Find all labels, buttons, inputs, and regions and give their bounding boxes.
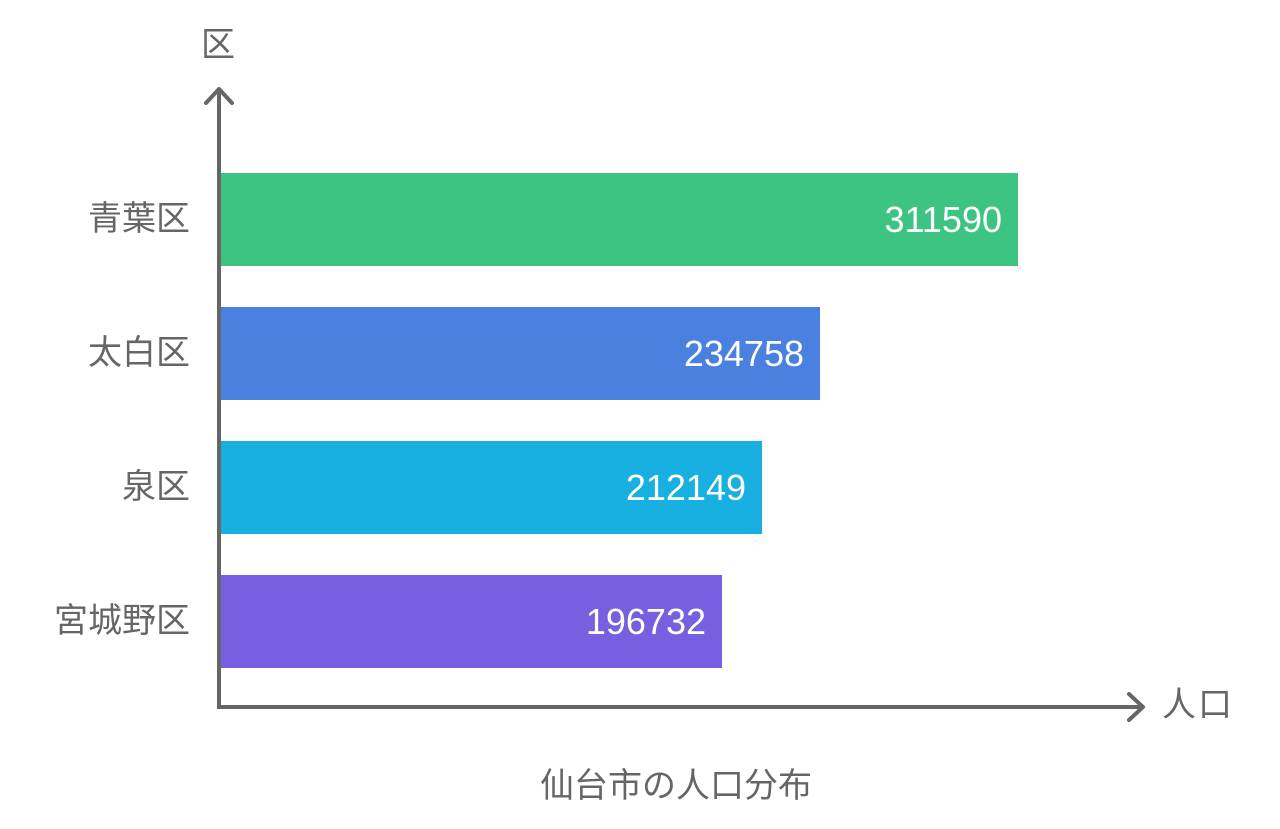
- category-label: 宮城野区: [54, 601, 190, 641]
- bar-value-label: 234758: [683, 332, 804, 374]
- bar-value-label: 212149: [625, 466, 746, 508]
- bar-aoba: 311590: [221, 173, 1018, 266]
- chart-title: 仙台市の人口分布: [540, 766, 812, 806]
- y-axis-title: 区: [201, 25, 235, 65]
- x-axis-title: 人口: [1162, 685, 1234, 725]
- x-axis-arrow-icon: [1127, 692, 1145, 722]
- category-label: 泉区: [122, 467, 190, 507]
- category-label: 太白区: [88, 333, 190, 373]
- bar-izumi: 212149: [221, 441, 762, 534]
- y-axis-line: [217, 90, 221, 709]
- x-axis-line: [217, 705, 1141, 709]
- category-label: 青葉区: [88, 199, 190, 239]
- bar-value-label: 311590: [884, 198, 1002, 240]
- bar-value-label: 196732: [585, 600, 706, 642]
- bar-miyagino: 196732: [221, 575, 722, 668]
- bar-taihaku: 234758: [221, 307, 820, 400]
- y-axis-arrow-icon: [204, 87, 234, 105]
